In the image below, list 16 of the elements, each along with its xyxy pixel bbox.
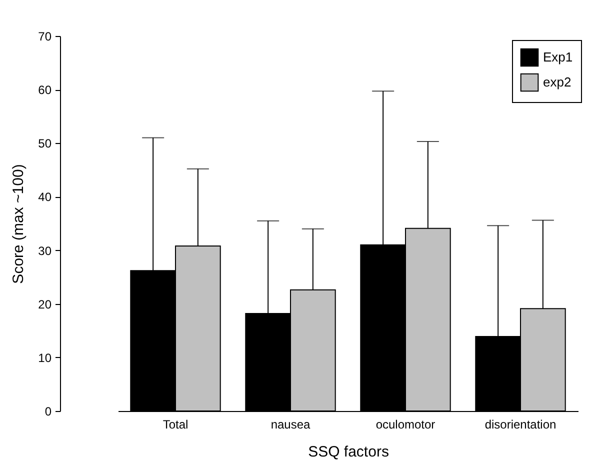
legend-label: Exp1 (543, 50, 573, 64)
y-tick-label: 40 (38, 190, 52, 204)
y-tick-label: 50 (38, 136, 52, 151)
x-tick-label: Total (162, 418, 188, 432)
x-tick-label: nausea (270, 418, 311, 432)
x-tick-label: disorientation (484, 418, 556, 432)
x-axis-title: SSQ factors (308, 444, 389, 460)
y-tick-label: 10 (38, 350, 52, 365)
legend-label: exp2 (543, 74, 572, 90)
y-tick-label: 60 (38, 83, 52, 98)
y-tick-label: 30 (38, 244, 52, 258)
y-axis-title: Score (max ~100) (10, 164, 28, 284)
y-tick-label: 0 (44, 404, 52, 418)
y-tick-label: 70 (38, 30, 52, 44)
x-tick-label: oculomotor (376, 418, 436, 432)
y-tick-label: 20 (38, 297, 52, 312)
